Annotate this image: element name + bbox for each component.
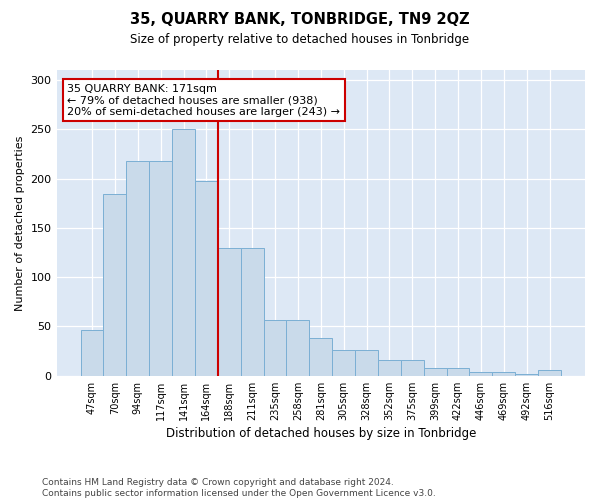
Bar bbox=[127, 161, 149, 376]
Text: Contains HM Land Registry data © Crown copyright and database right 2024.
Contai: Contains HM Land Registry data © Crown c… bbox=[42, 478, 436, 498]
Bar bbox=[401, 360, 424, 376]
X-axis label: Distribution of detached houses by size in Tonbridge: Distribution of detached houses by size … bbox=[166, 427, 476, 440]
Bar bbox=[424, 368, 446, 376]
Text: 35, QUARRY BANK, TONBRIDGE, TN9 2QZ: 35, QUARRY BANK, TONBRIDGE, TN9 2QZ bbox=[130, 12, 470, 28]
Bar bbox=[218, 248, 241, 376]
Bar bbox=[149, 161, 172, 376]
Bar bbox=[378, 360, 401, 376]
Bar bbox=[286, 320, 310, 376]
Bar bbox=[538, 370, 561, 376]
Y-axis label: Number of detached properties: Number of detached properties bbox=[15, 135, 25, 310]
Bar bbox=[241, 248, 263, 376]
Bar bbox=[172, 129, 195, 376]
Bar bbox=[332, 350, 355, 376]
Bar bbox=[80, 330, 103, 376]
Bar bbox=[493, 372, 515, 376]
Text: 35 QUARRY BANK: 171sqm
← 79% of detached houses are smaller (938)
20% of semi-de: 35 QUARRY BANK: 171sqm ← 79% of detached… bbox=[67, 84, 340, 117]
Bar bbox=[446, 368, 469, 376]
Bar bbox=[469, 372, 493, 376]
Bar bbox=[263, 320, 286, 376]
Bar bbox=[515, 374, 538, 376]
Bar bbox=[310, 338, 332, 376]
Bar bbox=[195, 182, 218, 376]
Bar bbox=[103, 194, 127, 376]
Bar bbox=[355, 350, 378, 376]
Text: Size of property relative to detached houses in Tonbridge: Size of property relative to detached ho… bbox=[130, 32, 470, 46]
